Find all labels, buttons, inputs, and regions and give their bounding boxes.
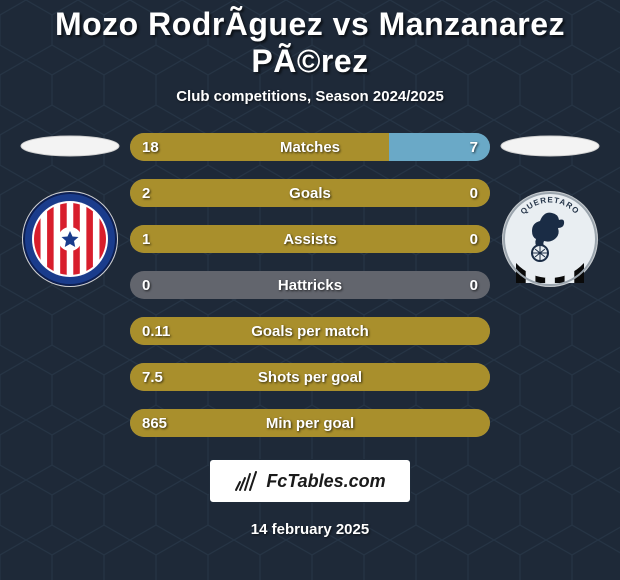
main-row: 187Matches 20Goals 10Assists 00Hattricks 0.1… — [0, 133, 620, 437]
left-player-column — [10, 133, 130, 287]
left-club-badge — [22, 191, 118, 287]
stat-name: Assists — [130, 225, 490, 253]
date-label: 14 february 2025 — [251, 521, 369, 538]
stat-row: 10Assists — [130, 225, 490, 253]
stat-name: Min per goal — [130, 409, 490, 437]
fctables-logo-icon — [234, 470, 260, 492]
left-flag-icon — [20, 135, 120, 157]
right-flag-icon — [500, 135, 600, 157]
stat-row: 865Min per goal — [130, 409, 490, 437]
stat-row: 7.5Shots per goal — [130, 363, 490, 391]
stat-row: 187Matches — [130, 133, 490, 161]
subtitle: Club competitions, Season 2024/2025 — [176, 88, 444, 105]
right-club-badge: QUERETARO — [502, 191, 598, 287]
stat-name: Goals — [130, 179, 490, 207]
footer-text: FcTables.com — [266, 471, 385, 492]
stat-name: Goals per match — [130, 317, 490, 345]
stat-row: 0.11Goals per match — [130, 317, 490, 345]
stats-column: 187Matches 20Goals 10Assists 00Hattricks 0.1… — [130, 133, 490, 437]
footer-branding: FcTables.com — [209, 459, 410, 503]
stat-row: 00Hattricks — [130, 271, 490, 299]
stat-row: 20Goals — [130, 179, 490, 207]
stat-name: Shots per goal — [130, 363, 490, 391]
stat-name: Hattricks — [130, 271, 490, 299]
page-title: Mozo RodrÃ­guez vs Manzanarez PÃ©rez — [0, 6, 620, 80]
stat-name: Matches — [130, 133, 490, 161]
right-player-column: QUERETARO — [490, 133, 610, 287]
